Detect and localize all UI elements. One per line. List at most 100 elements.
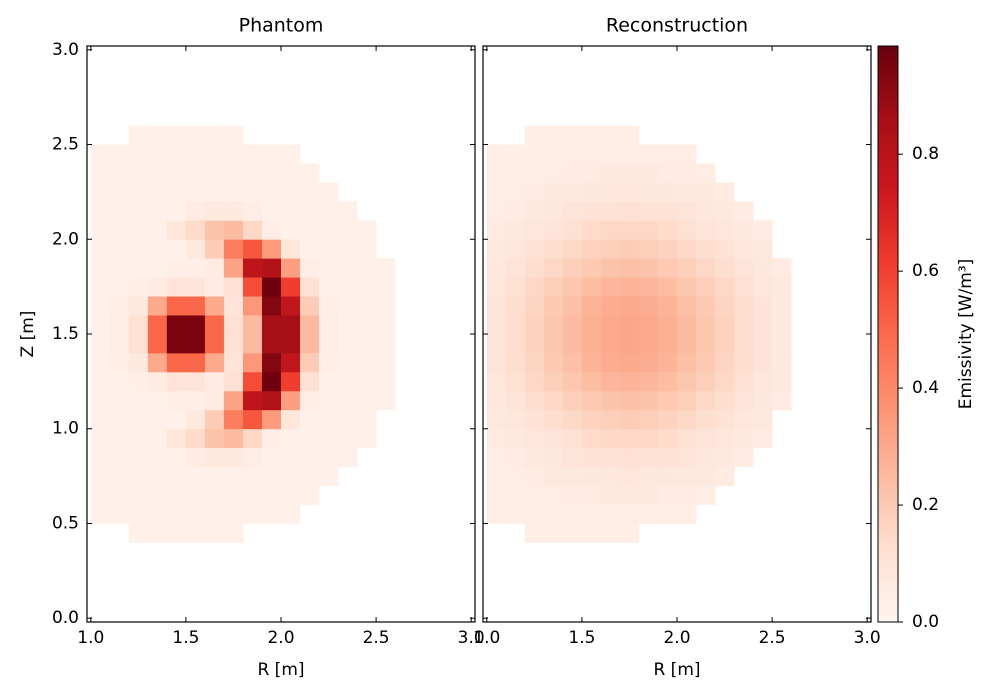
heatmap-cell xyxy=(524,277,545,297)
heatmap-cell xyxy=(319,220,339,240)
heatmap-cell xyxy=(242,163,263,183)
heatmap-cell xyxy=(319,201,339,221)
heatmap-cell xyxy=(300,220,320,240)
heatmap-cell xyxy=(109,504,130,524)
heatmap-cell xyxy=(734,428,754,449)
heatmap-cell xyxy=(600,352,621,373)
heatmap-cell xyxy=(638,182,659,202)
heatmap-cell xyxy=(281,352,301,373)
heatmap-cell xyxy=(696,466,716,486)
heatmap-cell xyxy=(734,334,754,354)
heatmap-cell xyxy=(204,466,225,486)
heatmap-cell xyxy=(357,220,377,240)
heatmap-cell xyxy=(338,428,358,449)
heatmap-cell xyxy=(638,352,659,373)
heatmap-cell xyxy=(109,390,130,411)
heatmap-cell xyxy=(486,409,507,430)
heatmap-cell xyxy=(166,182,187,202)
heatmap-cell xyxy=(734,220,754,240)
heatmap-cell xyxy=(715,315,735,335)
heatmap-cell xyxy=(505,447,526,468)
heatmap-cell xyxy=(696,447,716,468)
heatmap-cell xyxy=(715,296,735,316)
heatmap-cell xyxy=(147,239,168,259)
heatmap-cell xyxy=(261,390,282,411)
heatmap-cell xyxy=(204,390,225,411)
heatmap-cell xyxy=(562,220,583,240)
heatmap-cell xyxy=(300,277,320,297)
heatmap-cell xyxy=(90,144,111,164)
heatmap-cell xyxy=(338,296,358,316)
heatmap-cell xyxy=(600,409,621,430)
x-tick-label: 2.0 xyxy=(663,628,690,648)
heatmap-cell xyxy=(300,466,320,486)
heatmap-cell xyxy=(223,352,244,373)
heatmap-cell xyxy=(128,239,149,259)
heatmap-cell xyxy=(185,466,206,486)
heatmap-cell xyxy=(543,409,564,430)
heatmap-cell xyxy=(109,447,130,468)
heatmap-cell xyxy=(581,296,602,316)
heatmap-cell xyxy=(677,144,697,164)
heatmap-cell xyxy=(281,371,301,392)
heatmap-cell xyxy=(772,315,792,335)
heatmap-cell xyxy=(524,296,545,316)
heatmap-cell xyxy=(619,371,640,392)
x-tick-label: 2.5 xyxy=(759,628,786,648)
heatmap-cell xyxy=(281,390,301,411)
heatmap-cell xyxy=(715,220,735,240)
heatmap-cell xyxy=(166,144,187,164)
heatmap-cell xyxy=(109,428,130,449)
heatmap-cell xyxy=(223,315,244,335)
heatmap-cell xyxy=(657,258,678,278)
heatmap-cell xyxy=(600,466,621,486)
heatmap-cell xyxy=(281,334,301,354)
heatmap-cell xyxy=(657,428,678,449)
heatmap-cell xyxy=(242,447,263,468)
heatmap-cell xyxy=(657,315,678,335)
heatmap-cell xyxy=(204,428,225,449)
heatmap-cell xyxy=(657,371,678,392)
heatmap-cell xyxy=(581,125,602,145)
heatmap-cell xyxy=(581,182,602,202)
heatmap-cell xyxy=(109,163,130,183)
heatmap-cell xyxy=(242,315,263,335)
heatmap-cell xyxy=(261,163,282,183)
heatmap-cell xyxy=(204,277,225,297)
colorbar-tick-label: 0.0 xyxy=(912,612,939,632)
heatmap-cell xyxy=(242,485,263,505)
heatmap-cell xyxy=(753,315,773,335)
heatmap-cell xyxy=(619,485,640,505)
heatmap-cell xyxy=(357,334,377,354)
heatmap-cell xyxy=(300,409,320,430)
heatmap-cell xyxy=(204,352,225,373)
heatmap-cell xyxy=(524,258,545,278)
heatmap-cell xyxy=(696,334,716,354)
heatmap-cell xyxy=(128,428,149,449)
x-tick-label: 1.0 xyxy=(473,628,500,648)
heatmap-cell xyxy=(300,334,320,354)
heatmap-cell xyxy=(242,258,263,278)
heatmap-cell xyxy=(562,485,583,505)
heatmap-cell xyxy=(677,352,697,373)
heatmap-cell xyxy=(204,409,225,430)
heatmap-cell xyxy=(338,277,358,297)
heatmap-cell xyxy=(524,409,545,430)
heatmap-cell xyxy=(204,334,225,354)
heatmap-cell xyxy=(90,352,111,373)
heatmap-cell xyxy=(505,315,526,335)
heatmap-cell xyxy=(715,334,735,354)
heatmap-cell xyxy=(600,144,621,164)
heatmap-cell xyxy=(581,447,602,468)
heatmap-cell xyxy=(486,371,507,392)
colorbar-tick-label: 0.8 xyxy=(912,144,939,164)
heatmap-cell xyxy=(715,352,735,373)
heatmap-cell xyxy=(319,315,339,335)
heatmap-cell xyxy=(128,315,149,335)
heatmap-cell xyxy=(657,447,678,468)
heatmap-cell xyxy=(109,371,130,392)
heatmap-cell xyxy=(562,315,583,335)
heatmap-cell xyxy=(128,409,149,430)
heatmap-cell xyxy=(90,334,111,354)
heatmap-cell xyxy=(638,428,659,449)
